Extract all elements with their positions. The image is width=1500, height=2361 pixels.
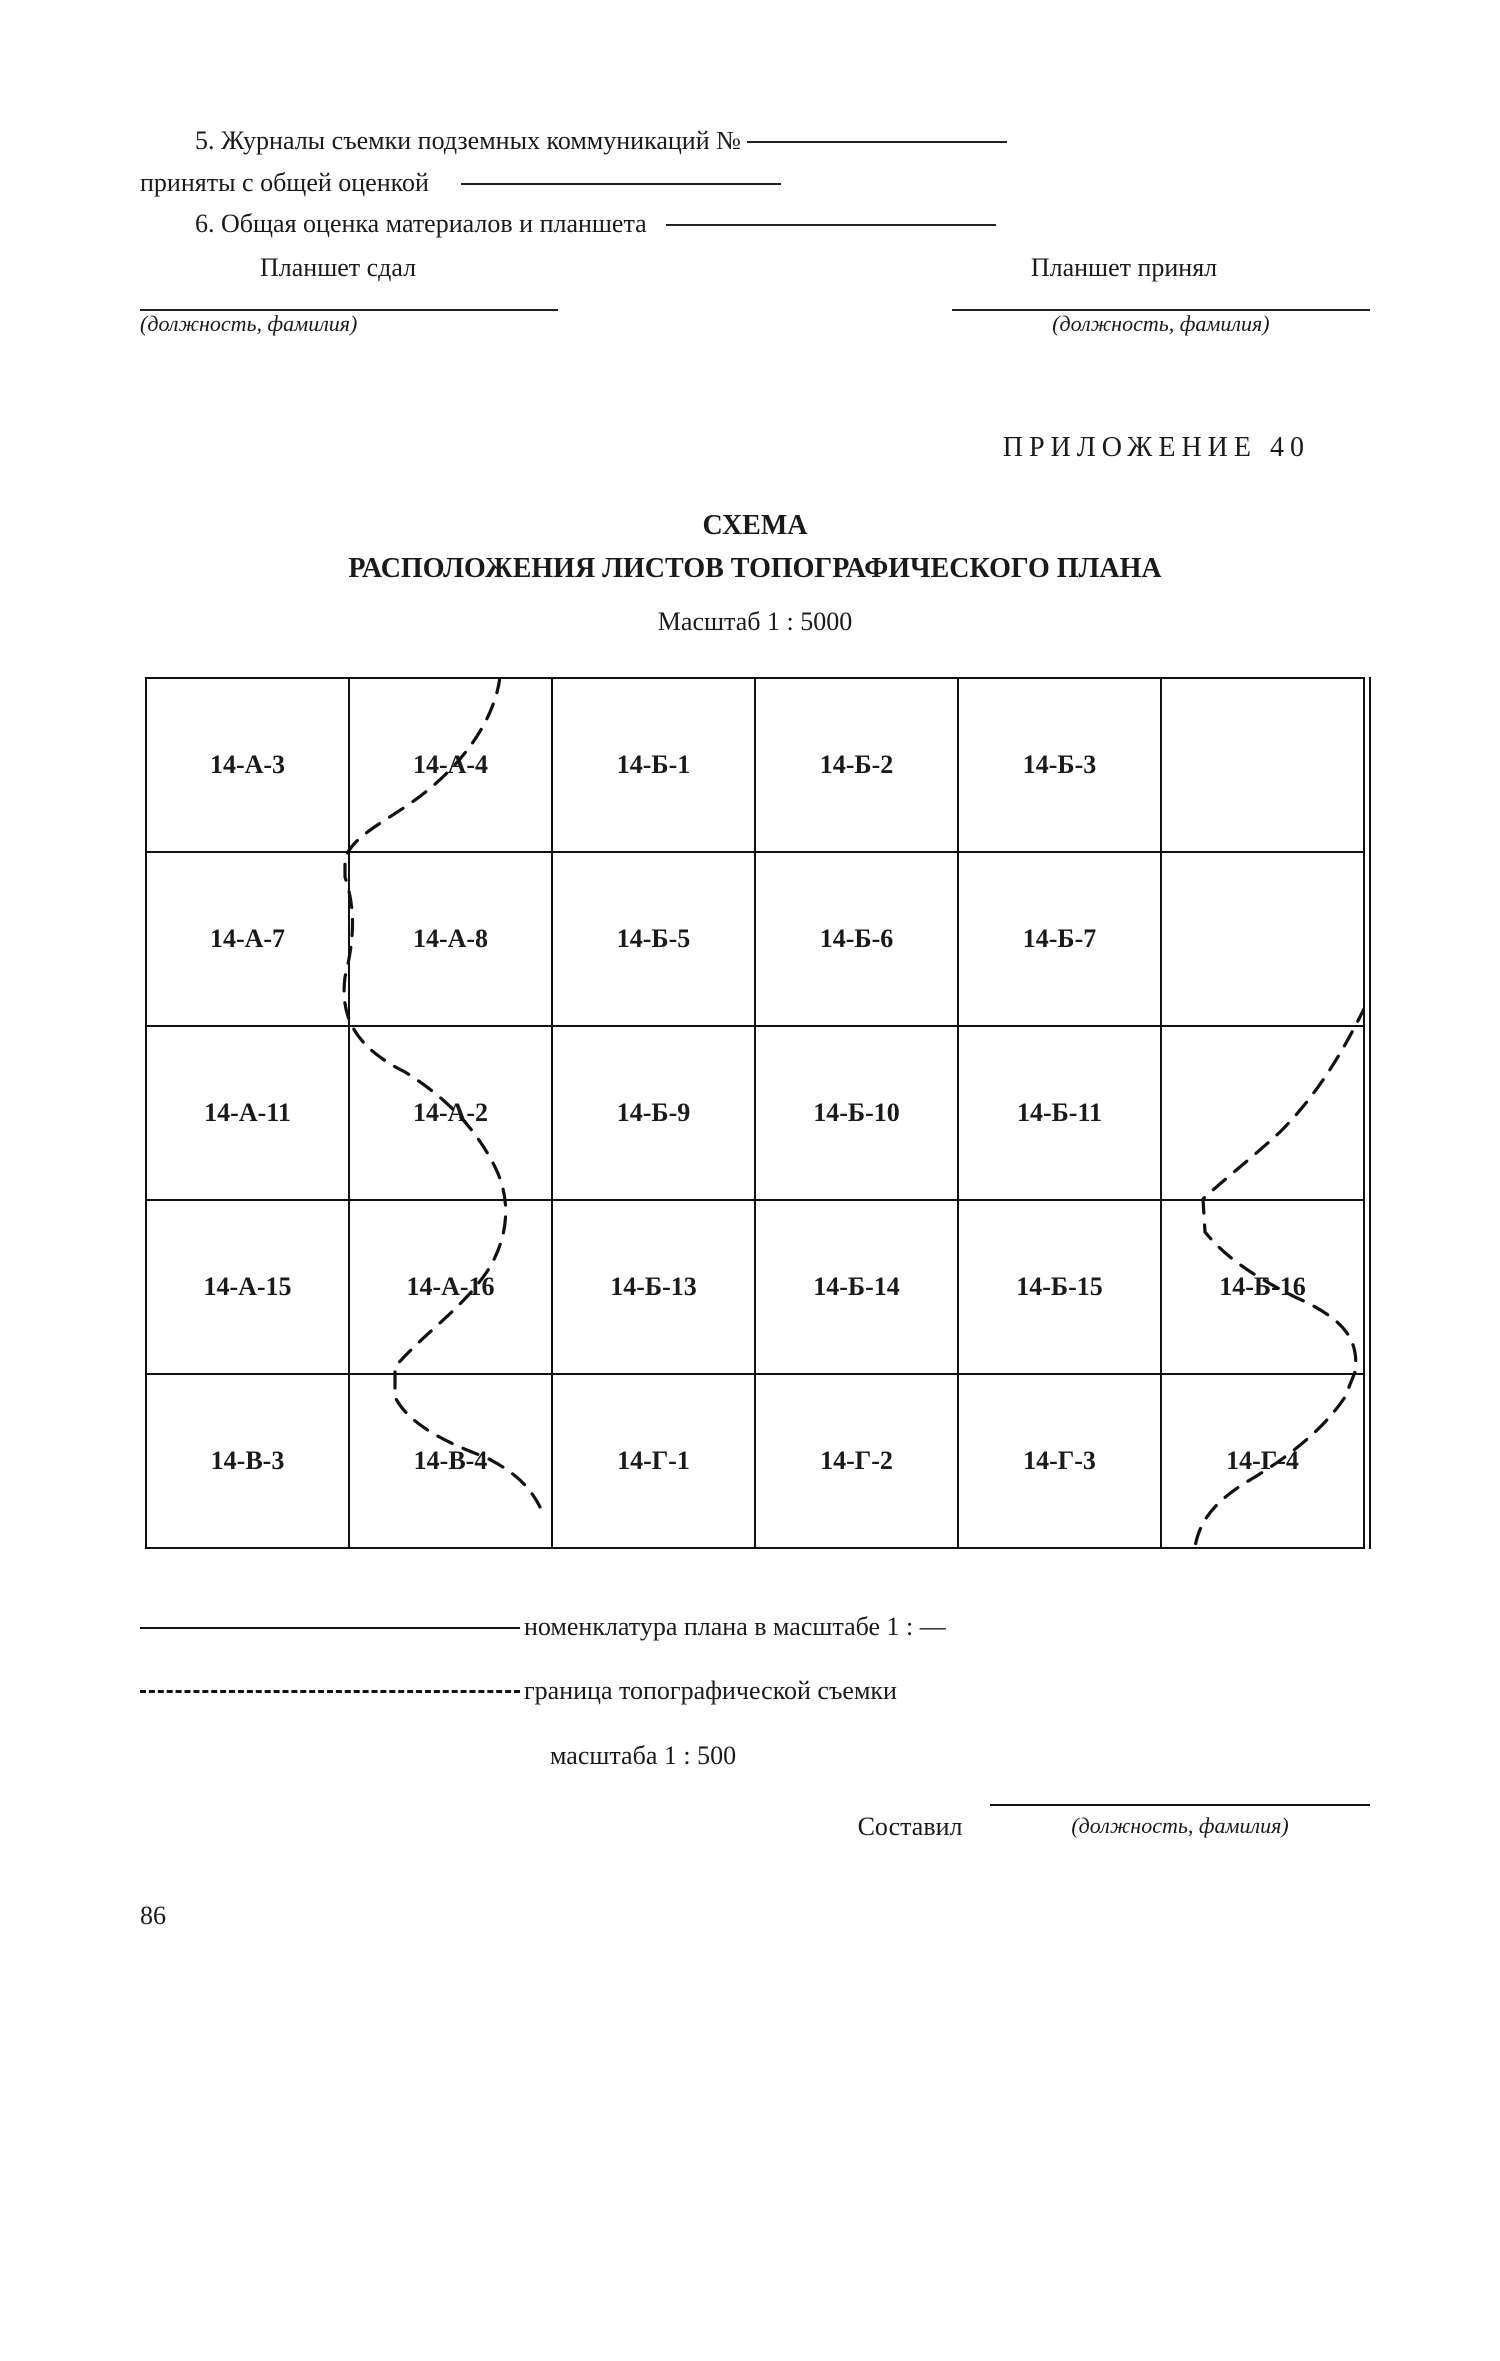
doc-title-line2: РАСПОЛОЖЕНИЯ ЛИСТОВ ТОПОГРАФИЧЕСКОГО ПЛА… (348, 553, 1161, 584)
grid-cell: 14-А-7 (146, 852, 349, 1026)
grid-table: 14-А-314-А-414-Б-114-Б-214-Б-314-А-714-А… (145, 677, 1365, 1549)
item-5-text: 5. Журналы съемки подземных коммуникаций… (195, 126, 741, 155)
grid-row: 14-А-314-А-414-Б-114-Б-214-Б-3 (146, 678, 1364, 852)
doc-title: СХЕМА РАСПОЛОЖЕНИЯ ЛИСТОВ ТОПОГРАФИЧЕСКО… (140, 504, 1370, 591)
composed-sig-caption: (должность, фамилия) (990, 1804, 1370, 1846)
grid-cell: 14-Г-2 (755, 1374, 958, 1548)
grid-row: 14-А-714-А-814-Б-514-Б-614-Б-7 (146, 852, 1364, 1026)
grid-cell: 14-А-3 (146, 678, 349, 852)
grid-cell: 14-Б-10 (755, 1026, 958, 1200)
grid-cell: 14-Б-1 (552, 678, 755, 852)
grid-cell (1161, 1026, 1364, 1200)
legend-boundary-text: граница топографической съемки (524, 1668, 897, 1715)
grid-row: 14-А-1114-А-214-Б-914-Б-1014-Б-11 (146, 1026, 1364, 1200)
grid-cell: 14-Б-9 (552, 1026, 755, 1200)
grid-row: 14-В-314-В-414-Г-114-Г-214-Г-314-Г-4 (146, 1374, 1364, 1548)
legend-row-solid: номенклатура плана в масштабе 1 : — (140, 1604, 1370, 1651)
grid-cell: 14-А-4 (349, 678, 552, 852)
grid-cell: 14-Б-16 (1161, 1200, 1364, 1374)
page-number: 86 (140, 1901, 1370, 1931)
grid-cell (1161, 678, 1364, 852)
appendix-label: ПРИЛОЖЕНИЕ 40 (140, 432, 1310, 464)
grid-cell: 14-Г-4 (1161, 1374, 1364, 1548)
grid-cell: 14-Б-13 (552, 1200, 755, 1374)
grid-row: 14-А-1514-А-1614-Б-1314-Б-1414-Б-1514-Б-… (146, 1200, 1364, 1374)
grid-cell: 14-А-11 (146, 1026, 349, 1200)
double-right-border (1369, 677, 1371, 1549)
scale-line: Масштаб 1 : 5000 (140, 607, 1370, 637)
signature-labels-row: Планшет сдал Планшет принял (140, 253, 1370, 283)
item-5-line1: 5. Журналы съемки подземных коммуникаций… (140, 120, 1370, 162)
gave-label: Планшет сдал (260, 253, 694, 283)
grid-cell: 14-Б-15 (958, 1200, 1161, 1374)
grid-cell: 14-Б-11 (958, 1026, 1161, 1200)
grid-cell: 14-А-16 (349, 1200, 552, 1374)
grid-cell: 14-Б-5 (552, 852, 755, 1026)
nomenclature-grid: 14-А-314-А-414-Б-114-Б-214-Б-314-А-714-А… (145, 677, 1365, 1549)
took-label: Планшет принял (878, 253, 1370, 283)
grid-cell: 14-А-15 (146, 1200, 349, 1374)
grid-cell: 14-Б-6 (755, 852, 958, 1026)
grid-cell: 14-А-8 (349, 852, 552, 1026)
legend-dash-line-icon (140, 1690, 520, 1693)
grid-cell: 14-Г-3 (958, 1374, 1161, 1548)
item-6: 6. Общая оценка материалов и планшета (140, 203, 1370, 245)
item-5-cont: приняты с общей оценкой (140, 168, 429, 197)
item-6-text: 6. Общая оценка материалов и планшета (195, 209, 647, 238)
fill-line-grade (461, 183, 781, 185)
grid-cell: 14-А-2 (349, 1026, 552, 1200)
legend-solid-line-icon (140, 1627, 520, 1629)
composed-row: Составил (должность, фамилия) (140, 1804, 1370, 1851)
grid-cell: 14-В-3 (146, 1374, 349, 1548)
legend-nomenclature-text: номенклатура плана в масштабе 1 : — (524, 1604, 946, 1651)
signature-lines-row: (должность, фамилия) (должность, фамилия… (140, 307, 1370, 337)
grid-cell: 14-Б-3 (958, 678, 1161, 852)
doc-title-line1: СХЕМА (702, 510, 807, 541)
item-5-line2: приняты с общей оценкой (140, 162, 1370, 204)
grid-cell: 14-Б-2 (755, 678, 958, 852)
sig-caption-left: (должность, фамилия) (140, 311, 558, 337)
grid-cell: 14-Б-7 (958, 852, 1161, 1026)
grid-cell: 14-Г-1 (552, 1374, 755, 1548)
grid-cell: 14-Б-14 (755, 1200, 958, 1374)
legend: номенклатура плана в масштабе 1 : — гран… (140, 1604, 1370, 1851)
legend-row-dash: граница топографической съемки (140, 1668, 1370, 1715)
composed-label: Составил (858, 1812, 963, 1841)
fill-line-number (747, 141, 1007, 143)
fill-line-overall (666, 224, 996, 226)
grid-cell: 14-В-4 (349, 1374, 552, 1548)
grid-cell (1161, 852, 1364, 1026)
sig-caption-right: (должность, фамилия) (952, 311, 1370, 337)
legend-scale-500: масштаба 1 : 500 (550, 1733, 1370, 1780)
